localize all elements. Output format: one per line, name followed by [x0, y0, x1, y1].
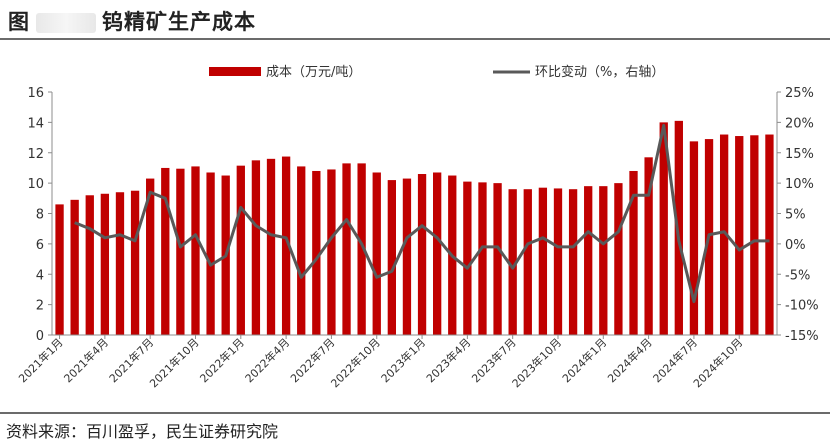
right-tick-label: 25%: [785, 86, 814, 101]
x-tick-label: 2024年4月: [605, 335, 655, 385]
bar: [674, 120, 683, 335]
bar: [281, 156, 291, 335]
x-tick-label: 2022年1月: [197, 335, 247, 385]
bar: [659, 122, 668, 336]
x-tick-label: 2024年7月: [650, 335, 700, 385]
bar: [629, 170, 638, 335]
left-tick-label: 8: [36, 208, 44, 223]
right-tick-label: 10%: [785, 177, 814, 192]
bar: [100, 193, 110, 335]
title-bar: 图 钨精矿生产成本: [0, 0, 830, 40]
bar: [327, 169, 336, 335]
right-tick-label: -10%: [785, 299, 819, 314]
bar: [689, 141, 699, 335]
top-rule: [0, 38, 830, 40]
bar: [146, 178, 155, 335]
bar: [372, 172, 381, 335]
bar: [735, 136, 744, 335]
bar: [417, 174, 427, 335]
change-line: [74, 123, 770, 304]
bar: [236, 165, 245, 335]
bar: [266, 158, 276, 335]
bar: [85, 195, 94, 335]
right-tick-label: -15%: [785, 329, 819, 344]
x-tick-label: 2023年1月: [378, 335, 428, 385]
bottom-rule: [0, 412, 830, 414]
right-tick-label: 15%: [785, 147, 814, 162]
bar: [538, 187, 548, 335]
x-tick-label: 2022年4月: [242, 335, 292, 385]
legend-bar-swatch: [209, 67, 261, 76]
bar: [568, 189, 578, 335]
x-tick-label: 2023年7月: [469, 335, 519, 385]
bar: [599, 186, 608, 335]
chart: 成本（万元/吨） 环比变动（%，右轴） 0 2 4 6 8 10 12 14 16 -15% -10%…: [15, 64, 819, 390]
right-tick-label: -5%: [785, 268, 810, 283]
bar: [176, 168, 185, 335]
bar: [206, 172, 215, 335]
bar: [115, 192, 125, 335]
bar: [161, 167, 170, 335]
x-tick-label: 2024年10月: [690, 335, 745, 390]
legend-line-label: 环比变动（%，右轴）: [535, 64, 664, 80]
page-title: 图 钨精矿生产成本: [8, 6, 256, 36]
x-tick-label: 2023年10月: [509, 335, 564, 390]
x-tick-label: 2024年1月: [559, 335, 609, 385]
bar: [387, 180, 396, 335]
bar: [55, 204, 64, 335]
bar: [523, 189, 532, 335]
right-tick-label: 5%: [785, 208, 806, 223]
left-tick-label: 10: [27, 177, 44, 192]
bar: [70, 199, 79, 335]
bar: [493, 183, 502, 336]
x-tick-label: 2022年7月: [287, 335, 337, 385]
redacted-figure-number: [36, 13, 96, 33]
bar: [463, 181, 472, 335]
figure-label: 图: [8, 10, 30, 34]
bar: [508, 189, 517, 335]
bar: [312, 170, 321, 335]
left-tick-label: 4: [36, 268, 44, 283]
legend: 成本（万元/吨） 环比变动（%，右轴）: [209, 64, 664, 80]
left-tick-label: 2: [36, 299, 44, 314]
x-tick-label: 2021年4月: [61, 335, 111, 385]
left-tick-label: 12: [27, 147, 44, 162]
bar: [402, 178, 412, 335]
x-tick-label: 2023年4月: [423, 335, 473, 385]
bar: [357, 163, 366, 335]
left-tick-label: 14: [27, 116, 44, 131]
legend-bar-label: 成本（万元/吨）: [266, 65, 361, 80]
bar: [251, 160, 261, 335]
bar: [478, 182, 487, 335]
bar: [191, 166, 200, 335]
source-note: 资料来源：百川盈孚，民生证券研究院: [6, 422, 279, 441]
right-tick-label: 20%: [785, 116, 814, 131]
chart-title: 钨精矿生产成本: [102, 10, 256, 34]
line-series: [74, 123, 770, 304]
bar: [342, 163, 351, 335]
left-tick-label: 0: [36, 329, 44, 344]
bar: [719, 134, 729, 335]
left-tick-label: 16: [27, 86, 44, 101]
bar: [765, 134, 774, 335]
bar: [553, 188, 563, 335]
bar: [297, 166, 306, 335]
x-tick-label: 2022年10月: [328, 335, 383, 390]
x-tick-label: 2021年7月: [106, 335, 156, 385]
bar: [750, 135, 759, 335]
bar: [130, 190, 140, 335]
bar: [584, 186, 593, 335]
left-tick-label: 6: [36, 238, 44, 253]
x-tick-label: 2021年10月: [146, 335, 201, 390]
bar: [644, 157, 653, 335]
bar: [433, 172, 442, 335]
right-tick-label: 0%: [785, 238, 806, 253]
bar: [614, 183, 623, 336]
